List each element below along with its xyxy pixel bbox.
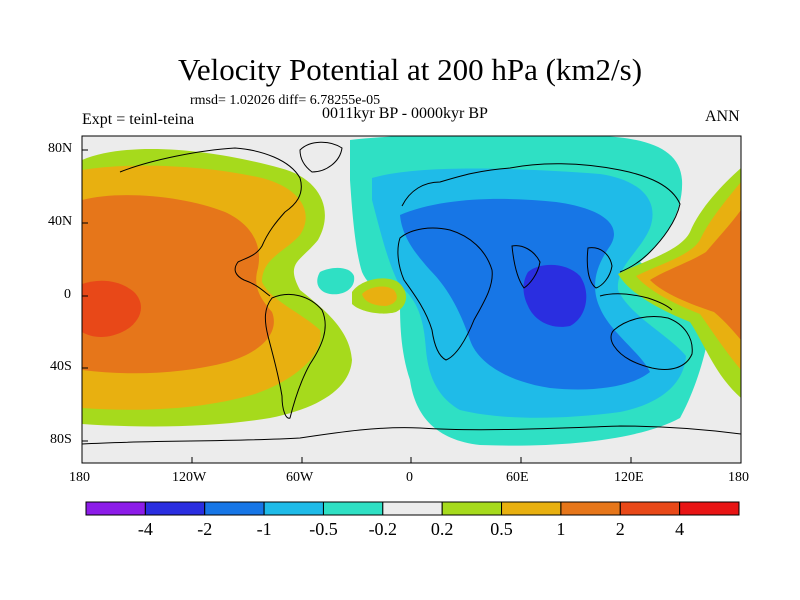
- colorbar-swatch: [679, 501, 740, 516]
- contour-pos-strong-west: [82, 195, 274, 374]
- colorbar-label: 0.2: [430, 519, 454, 539]
- x-label-60w: 60W: [286, 470, 314, 485]
- colorbar-label: -1: [256, 519, 272, 539]
- colorbar-label: 2: [615, 519, 625, 539]
- axis-ticks: [81, 149, 742, 463]
- plot-title: Velocity Potential at 200 hPa (km2/s): [177, 52, 643, 87]
- colorbar-label: -0.5: [309, 519, 338, 539]
- colorbar-swatch: [322, 501, 384, 516]
- colorbar-label: -4: [137, 519, 153, 539]
- colorbar-swatch: [382, 501, 443, 516]
- colorbar-label: 4: [675, 519, 685, 539]
- y-label-40n: 40N: [48, 214, 73, 229]
- contour-field: [82, 136, 741, 463]
- colorbar-swatch: [619, 501, 681, 516]
- x-label-180e: 180: [728, 470, 749, 485]
- y-label-40s: 40S: [50, 359, 72, 374]
- coast-south-america: [264, 294, 326, 419]
- coast-africa: [397, 227, 493, 361]
- coast-greenland: [299, 141, 343, 173]
- stats-line: rmsd= 1.02026 diff= 6.78255e-05: [190, 93, 381, 108]
- period-label: 0011kyr BP - 0000kyr BP: [322, 105, 488, 122]
- x-label-0: 0: [406, 470, 413, 485]
- contour-neg-weak-caribbean: [317, 267, 355, 295]
- contour-pos-strong-eastedge: [650, 210, 741, 340]
- coast-australia: [610, 316, 693, 370]
- colorbar-label: -0.2: [368, 519, 398, 539]
- colorbar: [85, 501, 740, 516]
- contour-pos-mid-atlantic: [362, 286, 397, 306]
- x-label-60e: 60E: [506, 470, 529, 485]
- experiment-label: Expt = teinl-teina: [82, 111, 195, 128]
- x-label-120w: 120W: [172, 470, 207, 485]
- colorbar-swatch: [204, 501, 265, 516]
- x-label-120e: 120E: [614, 470, 644, 485]
- contour-neg-stronger-east: [523, 264, 587, 327]
- colorbar-label: 0.5: [490, 519, 513, 539]
- coast-southeast-asia: [586, 247, 613, 289]
- colorbar-swatch: [441, 501, 503, 516]
- y-label-0: 0: [64, 287, 71, 302]
- y-label-80n: 80N: [48, 141, 73, 156]
- x-label-180w: 180: [69, 470, 90, 485]
- colorbar-swatch: [144, 501, 206, 516]
- colorbar-label: -2: [197, 519, 213, 539]
- season-label: ANN: [705, 108, 740, 125]
- y-label-80s: 80S: [50, 432, 72, 447]
- coast-indonesia: [599, 293, 673, 311]
- colorbar-swatch: [501, 501, 562, 516]
- contour-pos-stronger-west: [82, 280, 141, 337]
- colorbar-label: 1: [556, 519, 566, 539]
- colorbar-swatch: [263, 501, 324, 516]
- coast-antarctica: [82, 425, 741, 445]
- coast-north-america: [119, 147, 302, 297]
- colorbar-swatch: [560, 501, 621, 516]
- colorbar-swatch: [85, 501, 146, 516]
- coast-europe-asia: [401, 163, 681, 273]
- coastlines: [82, 141, 741, 445]
- coast-india: [511, 245, 541, 289]
